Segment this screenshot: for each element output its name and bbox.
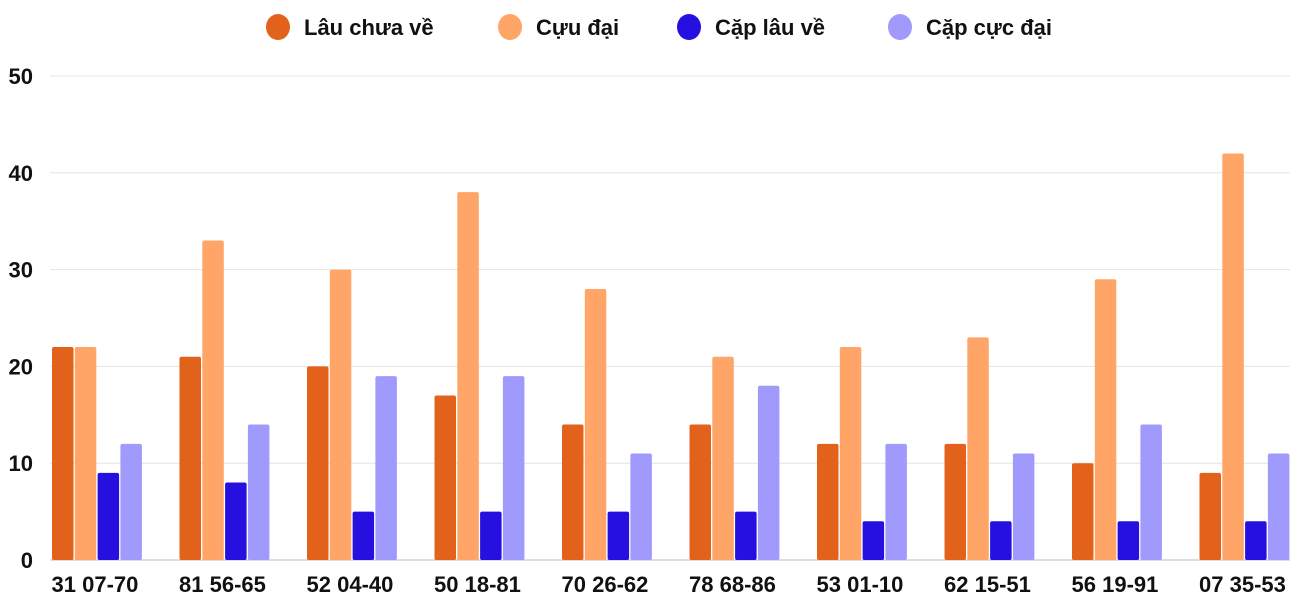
bar-6-2 — [862, 521, 885, 560]
bar-5-2 — [735, 511, 757, 560]
bar-0-0 — [52, 347, 74, 560]
y-axis: 0 10 20 30 40 50 — [9, 64, 33, 573]
bar-3-0 — [434, 395, 456, 560]
bar-8-1 — [1094, 279, 1117, 560]
bar-6-1 — [839, 347, 862, 560]
legend-label: Cặp cực đại — [926, 15, 1052, 40]
bar-7-0 — [944, 443, 966, 560]
y-tick-label: 0 — [21, 548, 33, 573]
bar-3-3 — [502, 376, 525, 560]
legend-marker — [266, 14, 290, 40]
x-tick-label: 56 19-91 — [1072, 572, 1159, 597]
legend-label: Cựu đại — [536, 15, 619, 40]
bar-9-3 — [1267, 453, 1290, 560]
bar-1-1 — [202, 240, 224, 560]
x-tick-label: 81 56-65 — [179, 572, 266, 597]
y-tick-label: 50 — [9, 64, 33, 89]
y-tick-label: 40 — [9, 161, 33, 186]
bar-8-2 — [1117, 521, 1140, 560]
bar-2-1 — [329, 269, 352, 560]
bar-8-3 — [1140, 424, 1162, 560]
x-tick-label: 70 26-62 — [562, 572, 649, 597]
bar-0-2 — [97, 472, 120, 560]
x-tick-label: 62 15-51 — [944, 572, 1031, 597]
bar-1-2 — [225, 482, 247, 560]
bar-9-0 — [1199, 472, 1221, 560]
bar-3-1 — [457, 192, 479, 560]
bar-6-3 — [885, 443, 907, 560]
y-tick-label: 20 — [9, 354, 33, 379]
bar-4-1 — [584, 288, 607, 560]
bar-4-3 — [630, 453, 652, 560]
bar-1-0 — [179, 356, 201, 560]
bar-7-3 — [1012, 453, 1035, 560]
legend-marker — [498, 14, 522, 40]
bar-0-3 — [120, 443, 142, 560]
x-axis: 31 07-70 81 56-65 52 04-40 50 18-81 70 26-62… — [52, 572, 1286, 597]
bar-2-2 — [352, 511, 375, 560]
bar-3-2 — [480, 511, 502, 560]
legend-label: Lâu chưa về — [304, 15, 434, 40]
bar-5-3 — [757, 385, 780, 560]
x-tick-label: 52 04-40 — [307, 572, 394, 597]
y-tick-label: 30 — [9, 258, 33, 283]
bar-8-0 — [1072, 463, 1094, 560]
bar-0-1 — [74, 347, 97, 560]
bars — [52, 153, 1290, 560]
x-tick-label: 50 18-81 — [434, 572, 521, 597]
legend: Lâu chưa về Cựu đại Cặp lâu về Cặp cực đại — [266, 14, 1052, 40]
x-tick-label: 31 07-70 — [52, 572, 139, 597]
bar-2-0 — [307, 366, 329, 560]
legend-marker — [677, 14, 701, 40]
bar-5-0 — [689, 424, 711, 560]
bar-1-3 — [247, 424, 270, 560]
x-tick-label: 53 01-10 — [817, 572, 904, 597]
bar-2-3 — [375, 376, 397, 560]
x-tick-label: 07 35-53 — [1199, 572, 1286, 597]
legend-marker — [888, 14, 912, 40]
x-tick-label: 78 68-86 — [689, 572, 776, 597]
bar-4-0 — [562, 424, 584, 560]
bar-5-1 — [712, 356, 734, 560]
bar-9-1 — [1222, 153, 1244, 560]
bar-9-2 — [1245, 521, 1267, 560]
bar-7-1 — [967, 337, 989, 560]
bar-7-2 — [990, 521, 1012, 560]
legend-label: Cặp lâu về — [715, 15, 825, 40]
bar-6-0 — [817, 443, 839, 560]
y-tick-label: 10 — [9, 451, 33, 476]
bar-4-2 — [607, 511, 630, 560]
